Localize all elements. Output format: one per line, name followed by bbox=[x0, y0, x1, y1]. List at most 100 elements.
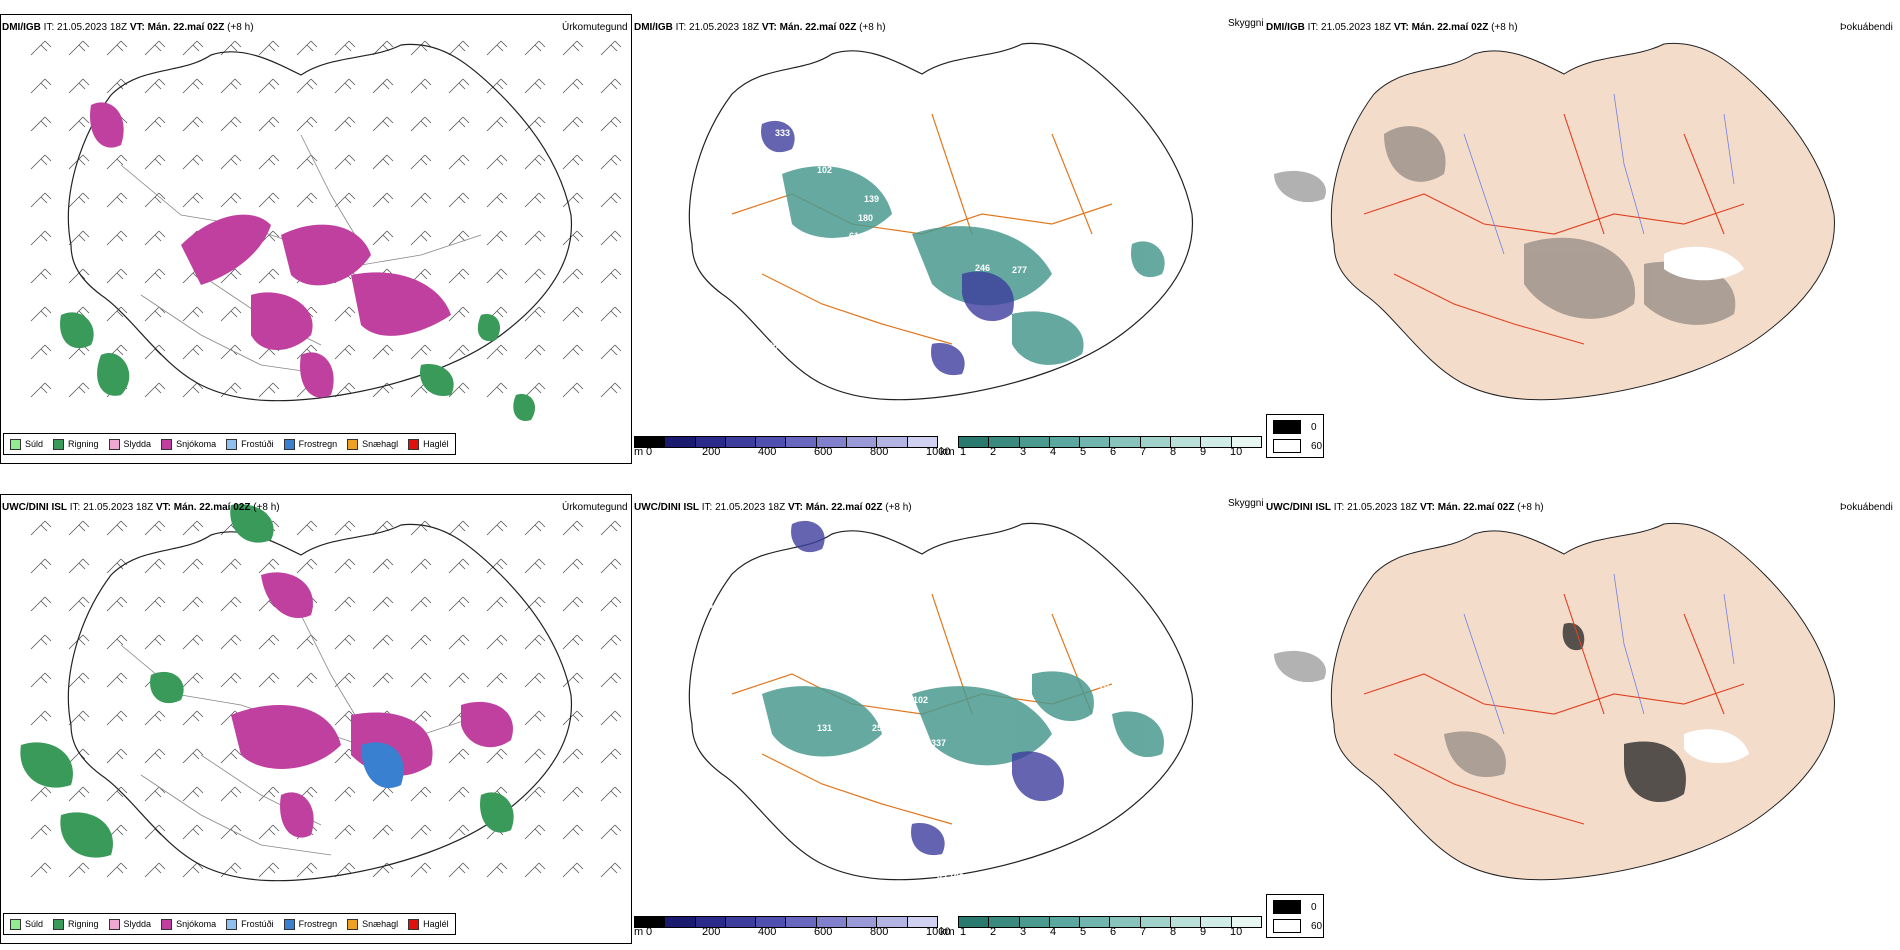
wind-barb bbox=[562, 344, 584, 360]
wind-barb bbox=[486, 382, 508, 398]
wind-barb bbox=[220, 786, 242, 802]
wind-barb bbox=[486, 596, 508, 612]
wind-barb bbox=[562, 116, 584, 132]
wind-barb bbox=[562, 672, 584, 688]
wind-barb bbox=[182, 672, 204, 688]
wind-barb bbox=[562, 306, 584, 322]
wind-barb bbox=[486, 634, 508, 650]
wind-barb bbox=[562, 192, 584, 208]
precip-panel-bottom: Súld Rigning Slydda Snjókoma Frostúði Frostre… bbox=[0, 494, 632, 944]
wind-barb bbox=[448, 382, 470, 398]
wind-barb bbox=[600, 192, 622, 208]
wind-barb bbox=[448, 558, 470, 574]
wind-barb bbox=[68, 192, 90, 208]
wind-barb bbox=[182, 748, 204, 764]
visibility-km-ticks: km 1 2 3 4 5 6 7 8 9 10 bbox=[940, 926, 1262, 940]
glacier-white bbox=[1664, 246, 1744, 281]
visibility-panel-top: 155 82 87 61 173 100 91 110 96 102 112 135 67 122 277 1… bbox=[632, 14, 1252, 462]
tick-label: 800 bbox=[870, 926, 889, 938]
wind-barb bbox=[600, 40, 622, 56]
coastline bbox=[67, 43, 573, 402]
wind-barb bbox=[600, 786, 622, 802]
colorbar-segment bbox=[847, 437, 878, 447]
wind-barb bbox=[30, 78, 52, 94]
visibility-value: 180 bbox=[858, 213, 873, 223]
visibility-value: 96 bbox=[1151, 186, 1161, 196]
wind-barb bbox=[220, 634, 242, 650]
wind-barb bbox=[30, 230, 52, 246]
tick-label: 7 bbox=[1140, 446, 1147, 458]
wind-barb bbox=[30, 192, 52, 208]
wind-barb bbox=[562, 862, 584, 878]
precip-map-top bbox=[30, 40, 622, 421]
fog-swatch-0 bbox=[1273, 900, 1301, 914]
legend-item-7: Haglél bbox=[408, 918, 449, 930]
tick-label: 0 bbox=[646, 926, 653, 938]
legend-swatch bbox=[283, 438, 295, 450]
wind-barb bbox=[372, 634, 394, 650]
wind-barb bbox=[68, 634, 90, 650]
coastline bbox=[67, 523, 573, 882]
legend-swatch bbox=[108, 438, 120, 450]
legend-label: Frostúði bbox=[241, 439, 274, 449]
fog-value-60: 60 bbox=[1311, 920, 1323, 932]
fog-gray-areas bbox=[1274, 650, 1506, 778]
wind-barb bbox=[30, 306, 52, 322]
wind-barb bbox=[296, 154, 318, 170]
visibility-value: 102 bbox=[913, 695, 928, 705]
wind-barb bbox=[144, 748, 166, 764]
wind-barb bbox=[448, 344, 470, 360]
colorbar-segment bbox=[756, 437, 787, 447]
legend-label: Snæhagl bbox=[362, 439, 399, 449]
panel-title: DMI/IGB IT: 21.05.2023 18Z VT: Mán. 22.m… bbox=[1266, 22, 1518, 33]
wind-barb bbox=[182, 116, 204, 132]
visibility-value: 116 bbox=[864, 79, 879, 89]
colorbar-segment bbox=[695, 437, 726, 447]
legend-item-5: Frostregn bbox=[283, 918, 337, 930]
wind-barb bbox=[524, 306, 546, 322]
wind-barb bbox=[258, 786, 280, 802]
wind-barb bbox=[258, 862, 280, 878]
wind-barb bbox=[106, 154, 128, 170]
colorbar-segment bbox=[877, 917, 908, 927]
wind-barb bbox=[30, 154, 52, 170]
wind-barb bbox=[448, 306, 470, 322]
wind-barb bbox=[334, 192, 356, 208]
visibility-value: 106 bbox=[816, 565, 831, 575]
tick-label: 10 bbox=[1230, 446, 1243, 458]
wind-barb bbox=[486, 116, 508, 132]
wind-barb bbox=[562, 230, 584, 246]
wind-barb bbox=[486, 672, 508, 688]
wind-barb bbox=[372, 192, 394, 208]
legend-swatch bbox=[161, 438, 173, 450]
colorbar-segment bbox=[695, 917, 726, 927]
fog-legend: 0 60 bbox=[1266, 414, 1324, 458]
visibility-value: 277 bbox=[1012, 265, 1027, 275]
colorbar-segment bbox=[665, 917, 696, 927]
wind-barb bbox=[144, 344, 166, 360]
visibility-value-labels: 237 136 43 256 337 220 983 170 498 288 102 106 106 13… bbox=[680, 550, 1154, 883]
wind-barb bbox=[30, 786, 52, 802]
wind-barb bbox=[106, 78, 128, 94]
legend-item-1: Rigning bbox=[53, 438, 99, 450]
wind-barb bbox=[600, 672, 622, 688]
wind-barb bbox=[524, 382, 546, 398]
wind-barb bbox=[372, 154, 394, 170]
wind-barb bbox=[258, 824, 280, 840]
tick-label: 600 bbox=[814, 926, 833, 938]
wind-barb bbox=[600, 520, 622, 536]
visibility-value: 111 bbox=[680, 787, 694, 797]
legend-swatch bbox=[10, 438, 21, 450]
visibility-label: Skyggni bbox=[1228, 18, 1264, 29]
visibility-value: 118 bbox=[713, 123, 728, 133]
colorbar-segment bbox=[1080, 437, 1111, 447]
tick-label: 8 bbox=[1170, 446, 1177, 458]
fog-legend: 0 60 bbox=[1266, 894, 1324, 938]
tick-label: 6 bbox=[1110, 926, 1117, 938]
wind-barb bbox=[524, 40, 546, 56]
precip-legend: Súld Rigning Slydda Snjókoma Frostúði Frostre… bbox=[3, 913, 456, 935]
visibility-value: 39 bbox=[1024, 664, 1034, 674]
visibility-km-ticks: km 1 2 3 4 5 6 7 8 9 10 bbox=[940, 446, 1262, 460]
wind-barb bbox=[68, 78, 90, 94]
wind-barb bbox=[30, 520, 52, 536]
